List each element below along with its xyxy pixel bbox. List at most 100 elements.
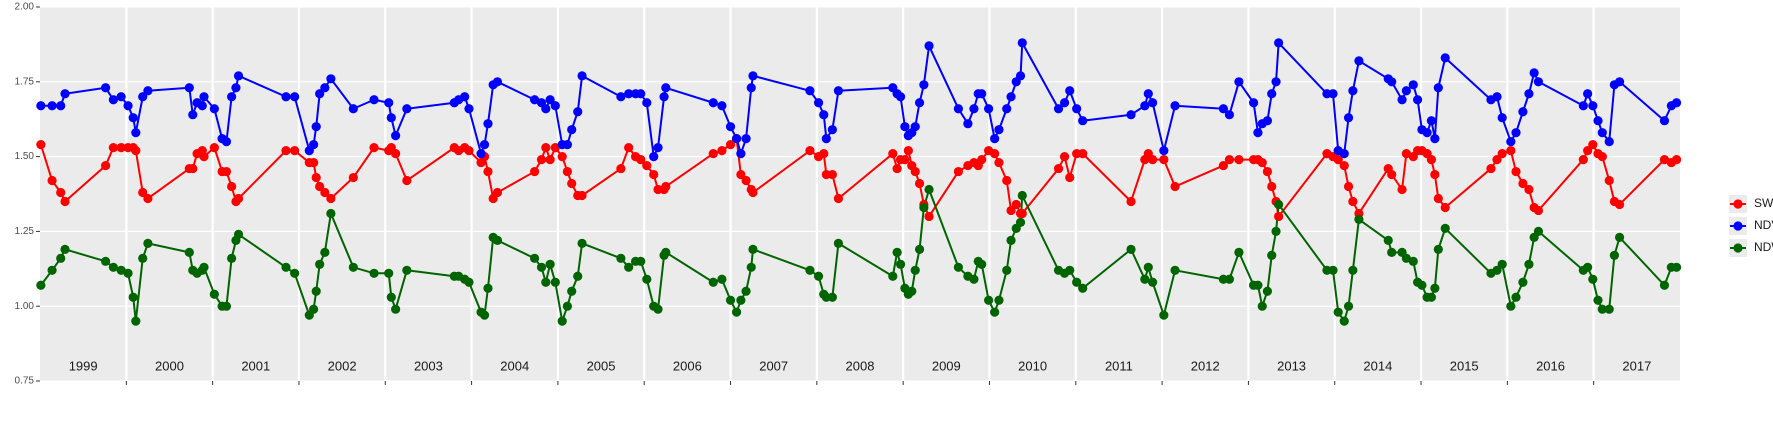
- data-point: [746, 83, 756, 93]
- data-point: [892, 247, 902, 257]
- data-point: [1387, 169, 1397, 180]
- data-point: [725, 140, 736, 150]
- data-point: [1422, 128, 1432, 138]
- x-label: 2007: [759, 358, 788, 373]
- data-point: [1262, 166, 1273, 177]
- data-point: [1148, 154, 1158, 165]
- data-point: [819, 110, 829, 120]
- y-tick-label: 2.00: [15, 2, 35, 13]
- data-point: [320, 247, 330, 257]
- y-tick-label: 1.25: [15, 226, 35, 237]
- data-point: [541, 277, 551, 287]
- data-point: [636, 89, 646, 99]
- data-point: [386, 113, 396, 123]
- data-point: [1267, 181, 1277, 192]
- data-point: [649, 152, 659, 162]
- data-point: [557, 152, 567, 162]
- data-point: [748, 187, 758, 198]
- data-point: [143, 86, 153, 96]
- data-point: [1401, 86, 1411, 96]
- data-point: [348, 262, 358, 272]
- data-point: [197, 101, 207, 111]
- data-point: [717, 274, 727, 284]
- data-point: [464, 277, 474, 287]
- data-point: [108, 95, 118, 105]
- data-point: [1224, 154, 1235, 165]
- data-point: [320, 83, 330, 93]
- data-point: [1159, 154, 1169, 165]
- data-point: [1506, 301, 1516, 311]
- data-point: [199, 152, 209, 162]
- data-point: [209, 143, 219, 153]
- data-point: [1224, 274, 1235, 284]
- data-point: [529, 253, 540, 263]
- data-point: [1078, 149, 1088, 159]
- data-point: [1339, 316, 1349, 326]
- data-point: [813, 271, 824, 281]
- x-label: 2006: [673, 358, 702, 373]
- data-point: [661, 83, 671, 93]
- data-point: [573, 107, 583, 117]
- data-point: [1597, 128, 1607, 138]
- x-label: 2003: [414, 358, 443, 373]
- data-point: [990, 134, 1000, 144]
- data-point: [562, 301, 572, 311]
- marks: [36, 38, 1682, 326]
- data-point: [227, 181, 237, 192]
- data-point: [741, 286, 751, 296]
- data-point: [1148, 277, 1158, 287]
- data-point: [529, 166, 540, 177]
- data-point: [910, 166, 920, 177]
- data-point: [725, 122, 736, 132]
- data-point: [209, 289, 219, 299]
- data-point: [123, 268, 133, 278]
- data-point: [536, 154, 547, 165]
- x-label: 2016: [1536, 358, 1565, 373]
- data-point: [567, 178, 577, 189]
- data-point: [1506, 137, 1516, 147]
- x-label: 2010: [1018, 358, 1047, 373]
- data-point: [827, 125, 837, 135]
- data-point: [1614, 232, 1625, 242]
- data-point: [910, 122, 920, 132]
- data-point: [567, 286, 577, 296]
- data-point: [895, 92, 906, 102]
- data-point: [1408, 256, 1418, 266]
- data-point: [642, 160, 652, 171]
- data-point: [708, 277, 718, 287]
- data-point: [1354, 56, 1364, 66]
- data-point: [60, 244, 70, 254]
- data-point: [924, 184, 934, 195]
- data-point: [460, 92, 470, 102]
- data-point: [309, 157, 319, 168]
- data-point: [1339, 149, 1349, 159]
- data-point: [1017, 190, 1027, 201]
- data-point: [717, 101, 727, 111]
- data-point: [290, 92, 300, 102]
- data-point: [892, 163, 902, 174]
- data-point: [108, 262, 118, 272]
- data-point: [123, 101, 133, 111]
- data-point: [994, 295, 1004, 305]
- axes: 0.75 1.00 1.25 1.50 1.75 2.00 1999 2000 2001 2002…: [15, 2, 1652, 387]
- data-point: [748, 244, 758, 254]
- data-point: [138, 92, 148, 102]
- data-point: [562, 166, 572, 177]
- data-point: [1267, 89, 1277, 99]
- data-point: [736, 295, 746, 305]
- data-point: [1426, 154, 1437, 165]
- data-point: [984, 295, 994, 305]
- x-label: 2005: [587, 358, 616, 373]
- x-label: 2012: [1191, 358, 1220, 373]
- data-point: [1224, 110, 1235, 120]
- data-point: [1583, 146, 1593, 156]
- data-point: [1506, 146, 1516, 156]
- data-point: [827, 292, 837, 302]
- data-point: [914, 244, 925, 254]
- data-point: [562, 140, 572, 150]
- data-point: [977, 154, 987, 165]
- legend-label: NDWI: [1754, 240, 1773, 254]
- data-point: [320, 187, 330, 198]
- data-point: [1533, 77, 1544, 87]
- data-point: [1006, 92, 1016, 102]
